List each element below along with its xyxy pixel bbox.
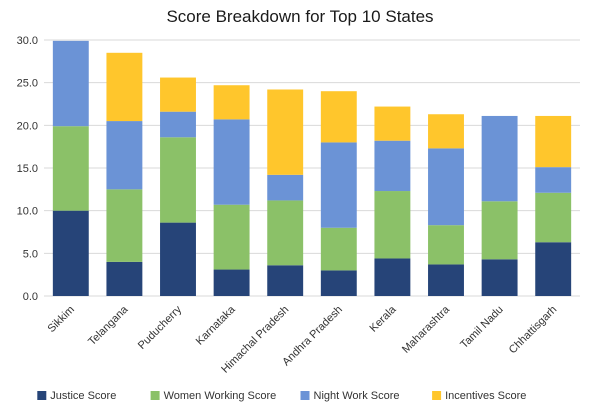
bar-himachal-pradesh-series-2 xyxy=(267,174,304,201)
bar-sikkim-series-0 xyxy=(52,210,89,296)
bar-himachal-pradesh-series-3 xyxy=(267,89,304,175)
bar-kerala-series-3 xyxy=(374,106,411,141)
y-axis: 0.0 5.0 10.0 15.0 20.0 25.0 30.0 xyxy=(17,35,38,303)
bar-maharashtra-series-0 xyxy=(428,264,464,296)
legend-swatch xyxy=(150,391,160,400)
bar-kerala-series-2 xyxy=(374,140,411,192)
x-tick-label: Chhattisgarh xyxy=(507,304,560,357)
bar-chhattisgarh-series-1 xyxy=(535,192,572,243)
bar-andhra-pradesh-series-3 xyxy=(320,91,357,143)
y-tick-label: 10.0 xyxy=(17,206,38,218)
y-tick-label: 30.0 xyxy=(17,35,38,47)
y-tick-label: 20.0 xyxy=(17,120,38,132)
x-tick-label: Karnataka xyxy=(194,303,239,348)
bar-maharashtra-series-3 xyxy=(428,114,464,149)
bar-chhattisgarh-series-2 xyxy=(535,167,572,193)
legend: Justice Score Women Working Score Night Wo… xyxy=(37,390,526,402)
bar-puducherry-series-3 xyxy=(160,77,196,112)
legend-swatch xyxy=(300,391,310,400)
bar-telangana-series-3 xyxy=(106,52,143,122)
x-tick-label: Tamil Nadu xyxy=(458,304,505,351)
legend-label: Night Work Score xyxy=(314,390,400,402)
bar-andhra-pradesh-series-0 xyxy=(320,270,357,296)
bar-puducherry-series-0 xyxy=(160,222,196,296)
x-axis-labels: Sikkim Telangana Puducherry KarnatakaHimach… xyxy=(46,303,560,376)
legend-label: Women Working Score xyxy=(164,390,277,402)
bar-karnataka-series-0 xyxy=(213,269,250,296)
bar-chhattisgarh-series-0 xyxy=(535,242,572,296)
bar-puducherry-series-2 xyxy=(160,111,196,138)
bar-andhra-pradesh-series-1 xyxy=(320,227,357,271)
bar-telangana-series-0 xyxy=(106,261,143,296)
bar-sikkim-series-2 xyxy=(52,40,89,127)
y-tick-label: 0.0 xyxy=(23,291,38,303)
bar-karnataka-series-2 xyxy=(213,119,250,205)
bar-telangana-series-1 xyxy=(106,189,143,262)
bar-tamil-nadu-series-2 xyxy=(481,115,518,202)
bar-maharashtra-series-1 xyxy=(428,225,464,265)
bar-karnataka-series-3 xyxy=(213,85,250,120)
y-tick-label: 15.0 xyxy=(17,163,38,175)
bar-andhra-pradesh-series-2 xyxy=(320,142,357,228)
legend-label: Incentives Score xyxy=(445,390,526,402)
legend-swatch xyxy=(37,391,47,400)
y-tick-label: 5.0 xyxy=(23,248,38,260)
x-tick-label: Telangana xyxy=(86,303,131,348)
bar-tamil-nadu-series-1 xyxy=(481,201,518,260)
bar-himachal-pradesh-series-1 xyxy=(267,200,304,266)
bar-karnataka-series-1 xyxy=(213,204,250,270)
bar-puducherry-series-1 xyxy=(160,137,196,223)
x-tick-label: Maharashtra xyxy=(400,303,453,356)
y-tick-label: 25.0 xyxy=(17,78,38,90)
legend-swatch xyxy=(432,391,442,400)
bar-maharashtra-series-2 xyxy=(428,148,464,226)
x-tick-label: Sikkim xyxy=(46,304,77,335)
legend-label: Justice Score xyxy=(50,390,116,402)
bar-kerala-series-0 xyxy=(374,258,411,296)
bar-tamil-nadu-series-0 xyxy=(481,259,518,296)
bar-telangana-series-2 xyxy=(106,121,143,190)
x-tick-label: Kerala xyxy=(368,303,400,335)
x-tick-label: Puducherry xyxy=(136,303,185,352)
bar-kerala-series-1 xyxy=(374,191,411,259)
bar-himachal-pradesh-series-0 xyxy=(267,265,304,296)
chart-title: Score Breakdown for Top 10 States xyxy=(166,7,433,26)
bar-chhattisgarh-series-3 xyxy=(535,115,572,168)
bar-sikkim-series-1 xyxy=(52,126,89,211)
bars xyxy=(52,40,572,296)
